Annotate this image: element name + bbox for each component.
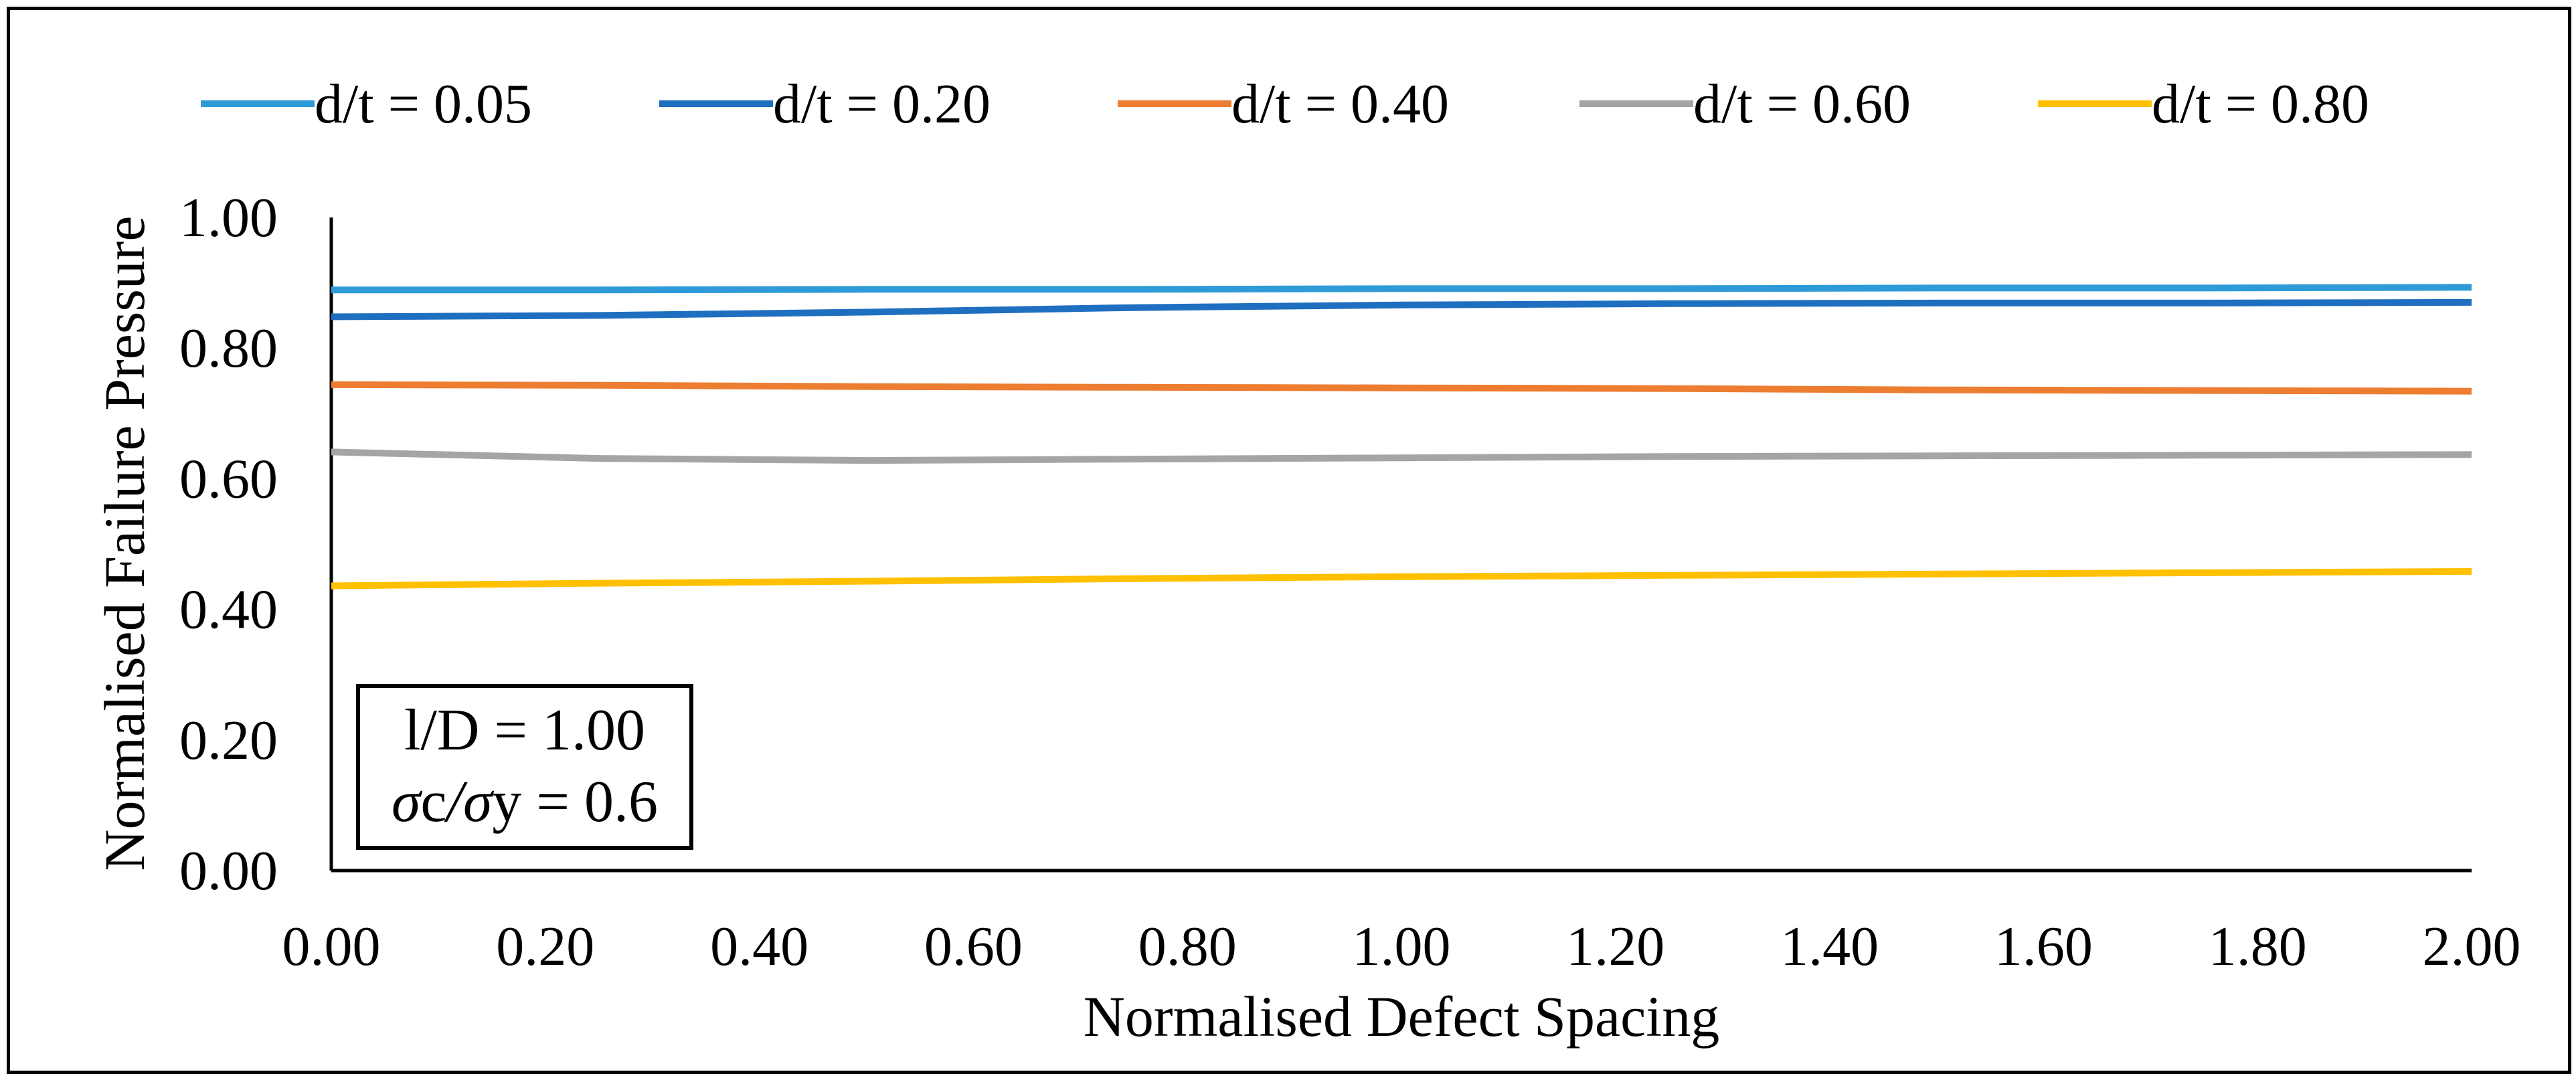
y-tick-label: 0.80	[179, 317, 278, 379]
series-line-4	[331, 448, 2472, 464]
x-axis-title: Normalised Defect Spacing	[1084, 984, 1719, 1049]
y-tick-label: 0.60	[179, 448, 278, 510]
x-tick-label: 1.00	[1353, 915, 1451, 978]
series-line-1	[331, 284, 2472, 294]
x-tick-label: 0.60	[924, 915, 1023, 978]
annotation-box: l/D = 1.00 σc/σy = 0.6	[356, 684, 693, 850]
x-tick-label: 1.60	[1994, 915, 2093, 978]
annotation-y-value: y = 0.6	[492, 770, 658, 834]
x-tick-labels: 0.00 0.20 0.40 0.60 0.80 1.00 1.20 1.40 1.60 1.80…	[282, 915, 2521, 978]
y-tick-label: 0.00	[179, 840, 278, 902]
series-line-2	[331, 298, 2472, 321]
x-tick-label: 1.40	[1780, 915, 1879, 978]
annotation-line-1: l/D = 1.00	[404, 698, 645, 763]
sigma-symbol-2: σ	[463, 770, 495, 834]
chart-frame	[7, 7, 2571, 1074]
annotation-border	[356, 684, 693, 850]
x-tick-label: 1.20	[1566, 915, 1664, 978]
legend-label: d/t = 0.40	[1231, 73, 1449, 135]
x-tick-label: 1.80	[2209, 915, 2307, 978]
legend-label: d/t = 0.20	[773, 73, 991, 135]
legend-label: d/t = 0.80	[2152, 73, 2369, 135]
x-tick-label: 0.80	[1138, 915, 1237, 978]
x-tick-label: 0.00	[282, 915, 381, 978]
y-tick-label: 1.00	[179, 187, 278, 249]
series-line-5	[331, 568, 2472, 590]
series-line-3	[331, 381, 2472, 395]
y-axis-title: Normalised Failure Pressure	[92, 215, 157, 871]
legend: d/t = 0.05 d/t = 0.20 d/t = 0.40 d/t = 0.60…	[201, 73, 2369, 135]
annotation-c: c	[420, 770, 446, 834]
legend-label: d/t = 0.60	[1693, 73, 1911, 135]
x-tick-label: 0.40	[710, 915, 808, 978]
x-tick-label: 0.20	[496, 915, 594, 978]
annotation-line-2: σc/σy = 0.6	[392, 770, 658, 834]
legend-label: d/t = 0.05	[315, 73, 532, 135]
y-tick-label: 0.20	[179, 709, 278, 772]
y-tick-labels: 0.00 0.20 0.40 0.60 0.80 1.00	[179, 187, 278, 902]
sigma-symbol-1: σ	[392, 770, 423, 834]
series-lines	[331, 284, 2472, 590]
x-tick-label: 2.00	[2423, 915, 2521, 978]
y-tick-label: 0.40	[179, 579, 278, 641]
